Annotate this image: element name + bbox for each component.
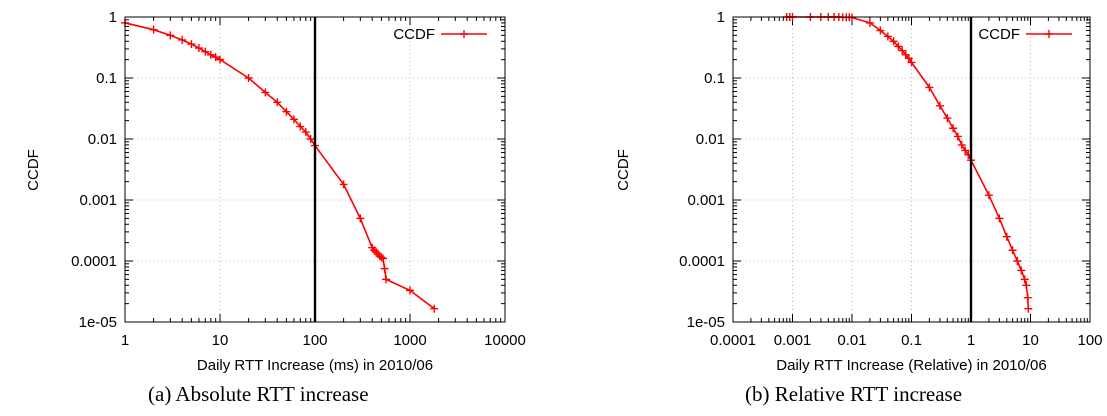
caption-b: (b) Relative RTT increase: [745, 382, 963, 406]
y-tick-label: 1: [109, 9, 117, 26]
data-point-marker: [149, 25, 158, 34]
series-line: [124, 22, 435, 310]
data-point-marker: [984, 191, 993, 200]
legend-marker: [460, 30, 468, 38]
data-point-marker: [953, 132, 962, 141]
data-point-marker: [282, 107, 291, 116]
x-tick-label: 1: [967, 332, 975, 349]
y-tick-label: 1: [717, 9, 725, 26]
data-point-marker: [898, 46, 907, 55]
y-tick-label: 0.0001: [679, 253, 725, 270]
data-point-marker: [206, 50, 215, 59]
data-point-marker: [1024, 304, 1033, 313]
data-point-marker: [166, 31, 175, 40]
data-point-marker: [889, 37, 898, 46]
data-point-marker: [370, 246, 379, 255]
data-point-marker: [273, 98, 282, 107]
data-point-marker: [194, 44, 203, 53]
data-point-marker: [178, 35, 187, 44]
x-tick-label: 10000: [484, 332, 526, 349]
x-axis-label: Daily RTT Increase (ms) in 2010/06: [197, 357, 433, 374]
plot-frame: [732, 16, 1091, 323]
x-tick-label: 100: [302, 332, 327, 349]
y-tick-label: 0.001: [687, 192, 725, 209]
x-tick-label: 10: [1022, 332, 1039, 349]
data-point-marker: [187, 40, 196, 49]
data-point-marker: [995, 214, 1004, 223]
data-point-marker: [957, 140, 966, 149]
chart-absolute-rtt: 1 10 100 1000 10000 1e-05 0.0001 0.001 0.01 0.1 1 D…: [25, 9, 526, 374]
legend-label: CCDF: [393, 26, 435, 43]
data-point-marker: [406, 286, 414, 295]
data-point-marker: [377, 253, 386, 262]
data-point-marker: [907, 58, 916, 67]
y-tick-label: 1e-05: [687, 314, 725, 331]
data-point-marker: [1013, 257, 1022, 265]
data-point-marker: [943, 114, 952, 123]
y-axis-label: CCDF: [615, 149, 632, 191]
series-line: [786, 16, 1030, 309]
data-point-marker: [1002, 232, 1011, 241]
data-point-marker: [1020, 275, 1029, 284]
data-point-marker: [339, 180, 348, 189]
data-point-marker: [1022, 281, 1031, 290]
x-tick-label: 0.01: [837, 332, 866, 349]
data-point-marker: [372, 248, 381, 257]
data-point-marker: [1008, 246, 1017, 255]
data-point-marker: [949, 124, 958, 133]
data-point-marker: [379, 254, 388, 263]
data-point-marker: [876, 26, 885, 35]
legend-label: CCDF: [978, 26, 1020, 43]
data-point-marker: [1023, 293, 1032, 302]
caption-a: (a) Absolute RTT increase: [148, 382, 369, 406]
data-point-marker: [961, 146, 970, 155]
data-point-marker: [356, 214, 365, 223]
data-point-marker: [201, 47, 210, 56]
data-point-marker: [211, 53, 220, 62]
data-point-marker: [1017, 266, 1026, 275]
y-tick-label: 0.1: [704, 70, 725, 87]
data-point-marker: [216, 55, 224, 64]
data-point-marker: [244, 74, 253, 82]
chart-relative-rtt: 0.0001 0.001 0.01 0.1 1 10 1001e-050.00010.001…: [615, 9, 1103, 374]
y-tick-label: 0.01: [88, 131, 117, 148]
data-point-marker: [430, 304, 439, 313]
x-axis-label: Daily RTT Increase (Relative) in 2010/06: [776, 357, 1046, 374]
data-point-marker: [289, 115, 298, 124]
data-point-marker: [261, 88, 270, 97]
y-tick-label: 0.01: [696, 131, 725, 148]
x-tick-label: 100: [1077, 332, 1102, 349]
plot-frame: [124, 16, 506, 323]
y-tick-label: 0.1: [96, 70, 117, 87]
data-point-marker: [380, 264, 389, 273]
data-point-marker: [904, 54, 913, 63]
y-tick-label: 0.0001: [71, 253, 117, 270]
data-point-marker: [296, 122, 305, 131]
data-point-marker: [382, 275, 391, 284]
x-tick-label: 0.0001: [710, 332, 756, 349]
y-axis-label: CCDF: [25, 149, 42, 191]
data-point-marker: [925, 83, 934, 92]
x-tick-label: 0.001: [774, 332, 812, 349]
y-tick-label: 1e-05: [79, 314, 117, 331]
x-tick-label: 0.1: [901, 332, 922, 349]
x-tick-label: 1: [121, 332, 129, 349]
y-tick-label: 0.001: [79, 192, 117, 209]
data-point-marker: [865, 18, 874, 27]
x-tick-label: 1000: [393, 332, 426, 349]
data-point-marker: [935, 101, 944, 110]
data-point-marker: [883, 32, 892, 41]
data-point-marker: [306, 135, 315, 143]
data-point-marker: [848, 13, 856, 22]
legend-marker: [1045, 30, 1053, 38]
data-point-marker: [301, 128, 310, 137]
data-point-marker: [894, 42, 903, 51]
x-tick-label: 10: [212, 332, 229, 349]
